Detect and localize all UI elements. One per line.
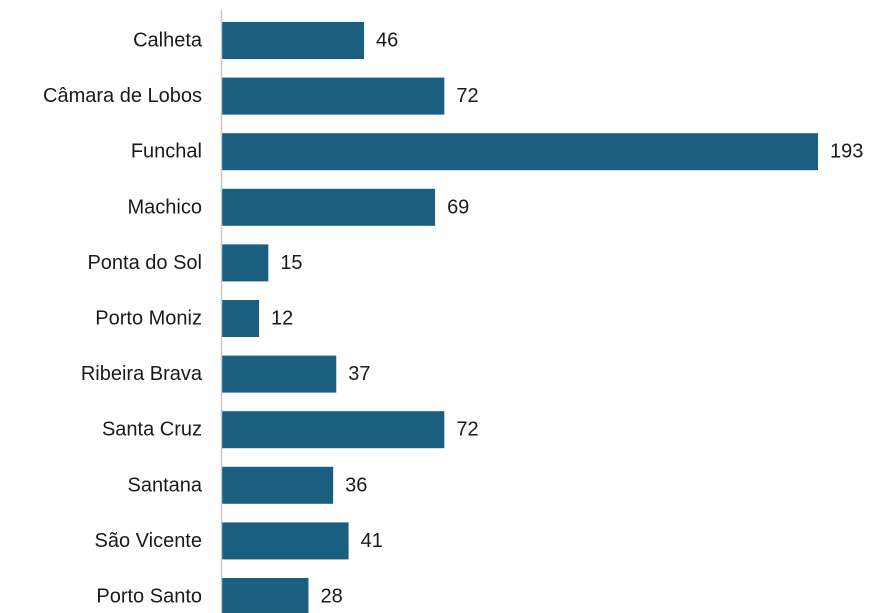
value-label-5: 12: [271, 308, 293, 330]
category-label-1: Câmara de Lobos: [43, 85, 202, 107]
category-label-2: Funchal: [131, 141, 202, 163]
labels-layer: Calheta 46 Câmara de Lobos 72 Funchal 193 Mach…: [43, 30, 863, 608]
category-label-10: Porto Santo: [96, 586, 202, 608]
bar-7: [222, 411, 445, 449]
category-label-8: Santana: [127, 474, 202, 496]
value-label-3: 69: [447, 196, 469, 218]
category-label-5: Porto Moniz: [95, 308, 202, 330]
bar-4: [222, 244, 269, 282]
value-label-0: 46: [376, 30, 398, 52]
bar-6: [222, 355, 337, 393]
bar-10: [222, 578, 309, 613]
value-label-8: 36: [345, 474, 367, 496]
bar-2: [222, 133, 818, 171]
value-label-6: 37: [348, 363, 370, 385]
bar-9: [222, 522, 349, 560]
category-label-4: Ponta do Sol: [87, 252, 202, 274]
category-label-9: São Vicente: [95, 530, 203, 552]
category-label-3: Machico: [128, 196, 202, 218]
bar-1: [222, 77, 445, 115]
value-label-2: 193: [830, 141, 863, 163]
category-label-6: Ribeira Brava: [81, 363, 203, 385]
value-label-9: 41: [361, 530, 383, 552]
bar-3: [222, 188, 436, 226]
bar-0: [222, 22, 365, 59]
value-label-7: 72: [456, 419, 478, 441]
category-label-7: Santa Cruz: [102, 419, 202, 441]
value-label-10: 28: [320, 586, 342, 608]
bars-layer: [222, 22, 818, 613]
bar-8: [222, 466, 334, 504]
value-label-1: 72: [456, 85, 478, 107]
value-label-4: 15: [280, 252, 302, 274]
category-label-0: Calheta: [133, 30, 203, 52]
bar-5: [222, 300, 260, 337]
